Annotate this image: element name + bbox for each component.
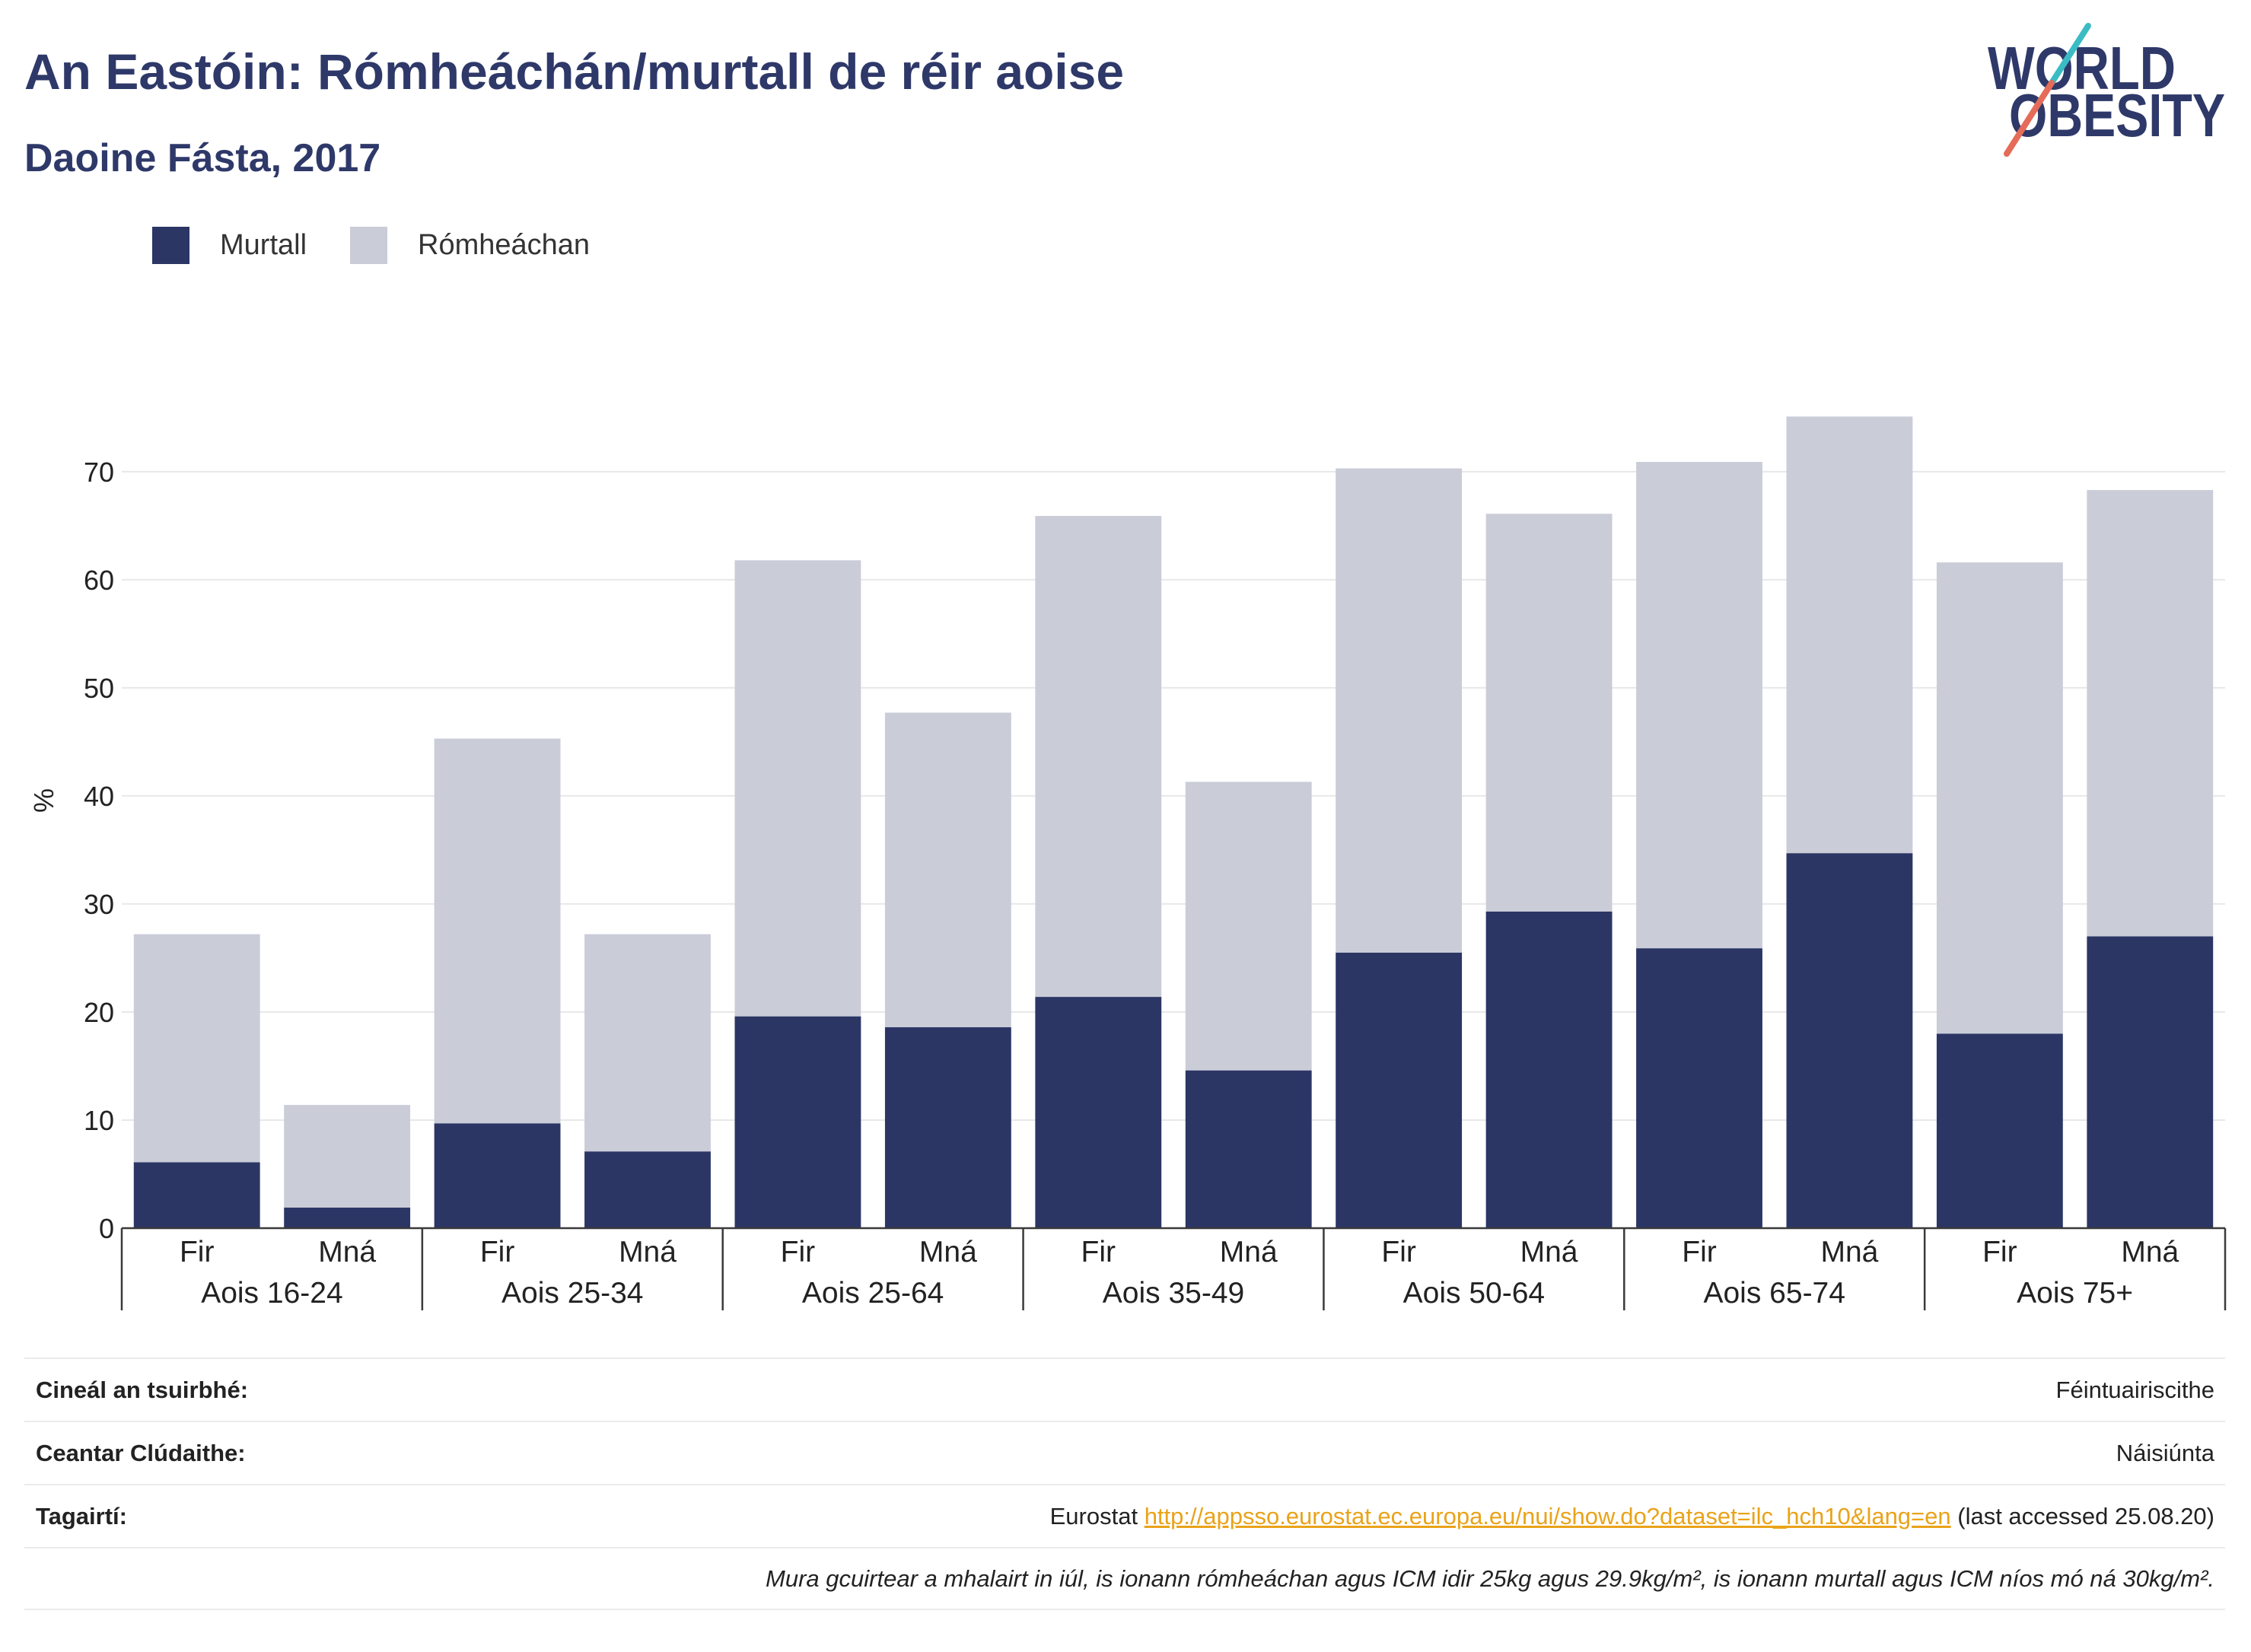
bar-romheachan-aois-50-64-mna (1485, 514, 1613, 912)
bar-murtall-aois-65-74-fir (1636, 948, 1762, 1228)
legend-label-romheachan: Rómheáchan (418, 229, 591, 261)
y-tick-label-70: 70 (84, 457, 114, 488)
x-group-label: Aois 35-49 (1103, 1277, 1244, 1310)
y-axis-label: % (28, 788, 59, 813)
bar-murtall-aois-75-fir (1936, 1033, 2063, 1228)
bar-romheachan-aois-16-24-fir (133, 934, 260, 1163)
bar-murtall-aois-75-mna (2087, 936, 2214, 1228)
references-value: Eurostat http://appsso.eurostat.ec.europ… (1050, 1503, 2214, 1530)
logo-line1: WORLD (1988, 34, 2176, 102)
legend-item-murtall: Murtall (152, 227, 307, 264)
x-category-label: Fir (180, 1236, 214, 1268)
y-tick-label-20: 20 (84, 997, 114, 1028)
x-category-label: Mná (619, 1236, 677, 1268)
info-table: Cineál an tsuirbhé: Féintuairiscithe Cea… (24, 1358, 2225, 1610)
info-row-survey-type: Cineál an tsuirbhé: Féintuairiscithe (24, 1358, 2225, 1421)
bar-romheachan-aois-16-24-mna (284, 1105, 411, 1208)
bar-murtall-aois-65-74-mna (1786, 853, 1913, 1228)
area-covered-label: Ceantar Clúdaithe: (36, 1439, 246, 1466)
bar-romheachan-aois-25-34-fir (434, 738, 561, 1124)
x-category-label: Mná (1820, 1236, 1878, 1268)
bar-murtall-aois-25-34-mna (584, 1151, 711, 1228)
bar-murtall-aois-25-64-fir (734, 1016, 861, 1228)
x-category-label: Mná (1520, 1236, 1578, 1268)
logo-slash-bottom (2004, 80, 2055, 157)
x-group-label: Aois 16-24 (201, 1277, 342, 1310)
bar-murtall-aois-25-34-fir (434, 1123, 561, 1228)
logo-line2: OBESITY (2009, 81, 2225, 149)
reference-accessed: (last accessed 25.08.20) (1950, 1502, 2214, 1529)
legend-swatch-romheachan (350, 227, 387, 264)
y-tick-label-0: 0 (99, 1213, 114, 1244)
area-covered-value: Náisiúnta (2116, 1439, 2214, 1466)
bar-romheachan-aois-75-fir (1936, 562, 2063, 1034)
y-tick-label-40: 40 (84, 781, 114, 812)
bar-murtall-aois-25-64-mna (884, 1027, 1011, 1228)
x-group-label: Aois 75+ (2017, 1277, 2133, 1310)
x-category-label: Fir (1982, 1236, 2017, 1268)
x-category-label: Fir (480, 1236, 514, 1268)
world-obesity-logo: WORLD OBESITY (1988, 23, 2225, 157)
x-category-label: Fir (781, 1236, 815, 1268)
bmi-definition-note: Mura gcuirtear a mhalairt in iúl, is ion… (766, 1564, 2214, 1592)
bar-romheachan-aois-25-64-mna (884, 712, 1011, 1027)
x-group-label: Aois 25-34 (501, 1277, 643, 1310)
logo-slash-top (2049, 23, 2091, 86)
y-tick-label-10: 10 (84, 1105, 114, 1136)
x-category-label: Mná (919, 1236, 977, 1268)
bar-romheachan-aois-25-34-mna (584, 934, 711, 1152)
bar-romheachan-aois-25-64-fir (734, 560, 861, 1017)
legend-swatch-murtall (152, 227, 189, 264)
chart-subtitle: Daoine Fásta, 2017 (24, 136, 381, 180)
legend-item-romheachan: Rómheáchan (350, 227, 590, 264)
bar-romheachan-aois-35-49-fir (1035, 516, 1162, 998)
x-category-label: Fir (1682, 1236, 1716, 1268)
bar-romheachan-aois-65-74-fir (1636, 462, 1762, 949)
survey-type-label: Cineál an tsuirbhé: (36, 1376, 249, 1403)
reference-source: Eurostat (1049, 1502, 1145, 1529)
references-label: Tagairtí: (36, 1502, 127, 1529)
bar-murtall-aois-50-64-fir (1336, 952, 1463, 1228)
bar-murtall-aois-16-24-mna (284, 1208, 411, 1228)
x-group-label: Aois 25-64 (802, 1277, 944, 1310)
reference-link[interactable]: http://appsso.eurostat.ec.europa.eu/nui/… (1144, 1502, 1951, 1529)
chart-title: An Eastóin: Rómheáchán/murtall de réir a… (24, 43, 1125, 100)
info-row-area-covered: Ceantar Clúdaithe: Náisiúnta (24, 1421, 2225, 1484)
x-group-label: Aois 65-74 (1703, 1277, 1845, 1310)
bar-romheachan-aois-35-49-mna (1185, 781, 1312, 1071)
bar-murtall-aois-50-64-mna (1485, 911, 1613, 1228)
bar-murtall-aois-35-49-mna (1185, 1070, 1312, 1228)
info-row-references: Tagairtí: Eurostat http://appsso.eurosta… (24, 1484, 2225, 1547)
bar-romheachan-aois-65-74-mna (1786, 416, 1913, 854)
y-tick-label-30: 30 (84, 889, 114, 920)
x-category-label: Mná (318, 1236, 376, 1268)
y-tick-label-50: 50 (84, 673, 114, 704)
legend-label-murtall: Murtall (220, 229, 307, 261)
x-category-label: Fir (1381, 1236, 1415, 1268)
survey-type-value: Féintuairiscithe (2055, 1376, 2214, 1403)
bar-murtall-aois-35-49-fir (1035, 997, 1162, 1228)
x-category-label: Mná (2121, 1236, 2179, 1268)
x-category-label: Fir (1081, 1236, 1116, 1268)
y-tick-label-60: 60 (84, 565, 114, 596)
bar-murtall-aois-16-24-fir (133, 1162, 260, 1228)
stacked-bar-chart: 0 10 20 30 40 50 60 70% Fir Mná Aois 16-24 Fir Mná Ao… (28, 416, 2227, 1310)
info-row-note: Mura gcuirtear a mhalairt in iúl, is ion… (24, 1547, 2225, 1610)
bar-romheachan-aois-75-mna (2087, 489, 2214, 937)
x-group-label: Aois 50-64 (1403, 1277, 1545, 1310)
x-category-label: Mná (1220, 1236, 1278, 1268)
bar-romheachan-aois-50-64-fir (1336, 468, 1463, 953)
